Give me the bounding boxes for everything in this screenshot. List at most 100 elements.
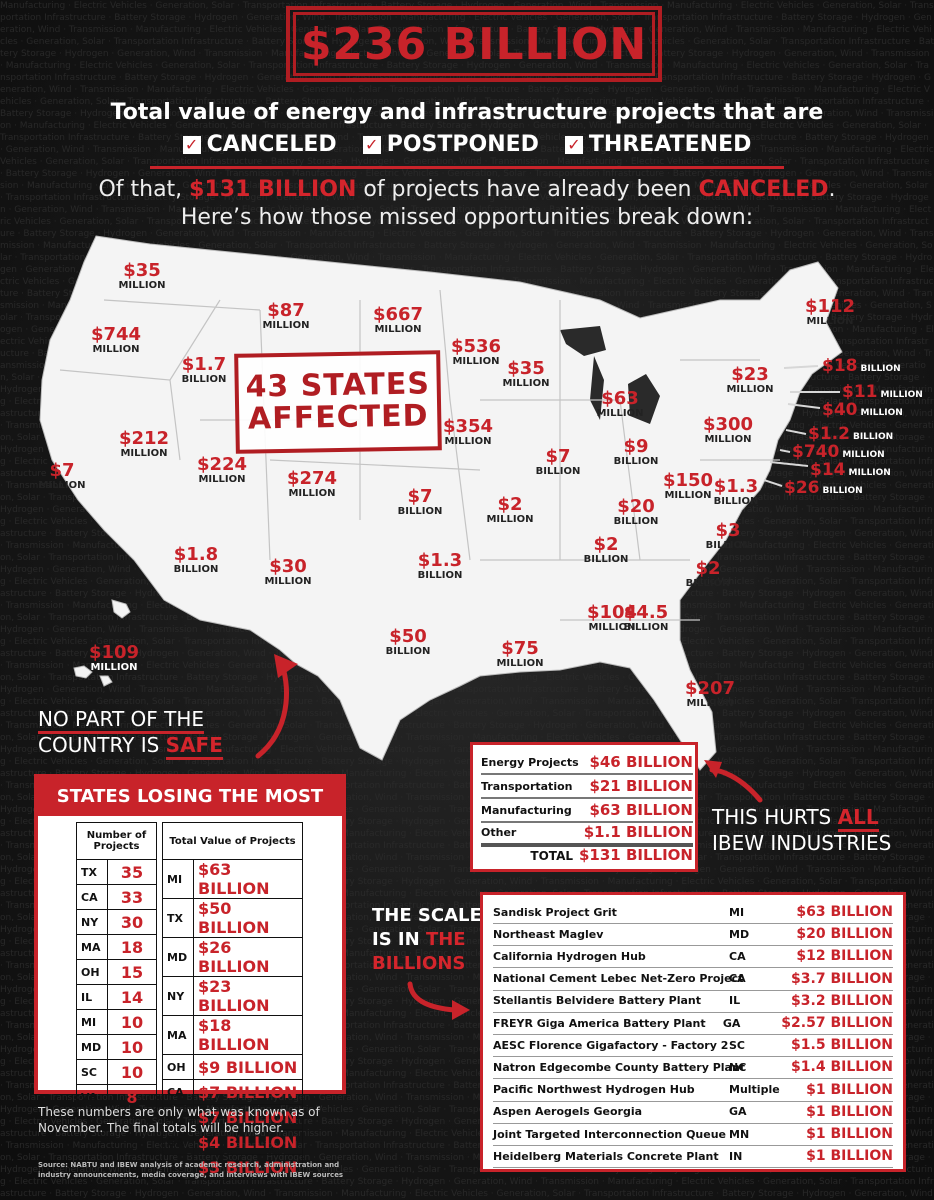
project-state: GA [729,1105,747,1119]
count-row: SC 10 [76,1059,157,1085]
project-row: Northeast Maglev MD $20 BILLION [493,923,893,947]
project-value: $23 BILLION [193,976,303,1016]
state-code: TX [162,898,194,938]
states-losing-title: STATES LOSING THE MOST [38,778,342,816]
count-row: IL 14 [76,984,157,1010]
project-name: Northeast Maglev [493,927,604,941]
project-state: MI [729,905,745,919]
project-name: California Hydrogen Hub [493,949,646,963]
footnote: These numbers are only what was known as… [38,1105,320,1135]
state-label: $35 MILLION [118,260,166,291]
project-state: NC [729,1060,747,1074]
project-value: $7 BILLION [193,1079,303,1105]
project-row: Stellantis Belvidere Battery Plant IL $3.2… [493,990,893,1013]
project-value: $12 BILLION [796,948,893,965]
state-label: $2 MILLION [486,494,534,525]
intro-text: Of that, $131 BILLION of projects have a… [98,177,836,230]
industry-row: Other $1.1 BILLION [481,821,693,847]
east-label: $18 BILLION [822,356,901,376]
project-value: $18 BILLION [193,1015,303,1055]
project-row: National Cement Lebec Net-Zero Project CA… [493,968,893,991]
project-state: IL [729,994,741,1008]
check-icon: ✓ [362,135,381,154]
state-label: $63 MILLION [596,388,644,419]
hurts-callout: THIS HURTS ALL IBEW INDUSTRIES [712,805,892,855]
project-value: $1.5 BILLION [791,1037,893,1054]
state-label: $1.3 BILLION [713,476,759,507]
project-name: Sandisk Project Grit [493,905,617,919]
project-state: GA [722,1016,741,1030]
project-count: 8 [107,1084,157,1110]
state-label: $7 BILLION [397,486,443,517]
count-row: MD 10 [76,1034,157,1060]
project-count: 10 [107,1009,157,1035]
state-code: MI [76,1009,108,1035]
value-row: GA $4 BILLION [162,1129,303,1155]
top-projects-panel: Sandisk Project Grit MI $63 BILLION Northea… [480,892,906,1172]
project-count: 10 [107,1034,157,1060]
project-row: AESC Florence Gigafactory - Factory 2 SC $… [493,1034,893,1058]
state-code: MI [162,859,194,899]
status-threatened: ✓ THREATENED [564,132,751,157]
state-label: $667 MILLION [372,304,424,335]
state-code: MA [162,1015,194,1055]
project-value: $63 BILLION [796,904,893,920]
project-value: $3.7 BILLION [791,970,893,987]
project-name: AESC Florence Gigafactory - Factory 2 [493,1038,729,1052]
count-row: VA 8 [76,1084,157,1110]
state-label: $23 MILLION [726,364,774,395]
check-icon: ✓ [182,135,201,154]
state-code: GA [162,1129,194,1155]
project-row: Natron Edgecombe County Battery Plant NC $… [493,1056,893,1080]
state-label: $109 MILLION [88,642,140,673]
state-label: $207 MILLION [684,678,736,709]
state-code: OH [76,959,108,985]
value-row: NY $23 BILLION [162,976,303,1016]
no-part-callout: NO PART OF THE COUNTRY IS SAFE [38,706,223,760]
project-name: Aspen Aerogels Georgia [493,1105,643,1119]
count-row: MI 10 [76,1009,157,1035]
state-code: SC [76,1059,108,1085]
state-label: $7 BILLION [535,446,581,477]
value-row: MI $63 BILLION [162,859,303,899]
state-label: $104 MILLION [586,602,638,633]
projects-count-table: Number of Projects TX 35 CA 33 NY 30 MA 18 OH 15 I… [76,822,157,1110]
state-code: IL [162,1104,194,1130]
value-row: IL $7 BILLION [162,1104,303,1130]
state-code: OH [162,1054,194,1080]
state-label: $75 MILLION [496,638,544,669]
state-label: $3 BILLION [705,520,751,551]
project-row: FREYR Giga America Battery Plant GA $2.57 … [493,1012,893,1035]
state-label: $224 MILLION [196,454,248,485]
industry-row: Energy Projects $46 BILLION [481,751,693,775]
industry-total: TOTAL $131 BILLION [530,846,693,864]
project-state: SC [729,1038,745,1052]
industry-row: Transportation $21 BILLION [481,775,693,799]
project-value: $2.57 BILLION [781,1015,893,1031]
state-label: $1.8 BILLION [173,544,219,575]
project-row: Heidelberg Materials Concrete Plant IN $1 … [493,1145,893,1169]
value-row: TX $50 BILLION [162,898,303,938]
project-value: $50 BILLION [193,898,303,938]
project-name: Heidelberg Materials Concrete Plant [493,1149,719,1163]
east-label: $1.2 BILLION [808,424,894,444]
project-count: 33 [107,884,157,910]
project-state: IN [729,1149,743,1163]
headline-stamp: $236 BILLION [286,6,662,82]
value-row: MD $26 BILLION [162,937,303,977]
project-count: 30 [107,909,157,935]
project-state: Multiple [729,1083,780,1097]
state-code: IL [76,984,108,1010]
industries-panel: Energy Projects $46 BILLION Transportatio… [470,742,698,872]
status-postponed: ✓ POSTPONED [362,132,539,157]
value-row: MA $18 BILLION [162,1015,303,1055]
state-label: $50 BILLION [385,626,431,657]
project-name: Stellantis Belvidere Battery Plant [493,994,702,1008]
state-label: $1.3 BILLION [417,550,463,581]
value-row: CA $7 BILLION [162,1079,303,1105]
project-value: $1 BILLION [806,1148,893,1165]
states-affected-stamp: 43 STATES AFFECTED [234,350,442,454]
project-value: $1.4 BILLION [791,1059,893,1076]
state-code: MD [76,1034,108,1060]
project-row: Pacific Northwest Hydrogen Hub Multiple $1… [493,1079,893,1102]
